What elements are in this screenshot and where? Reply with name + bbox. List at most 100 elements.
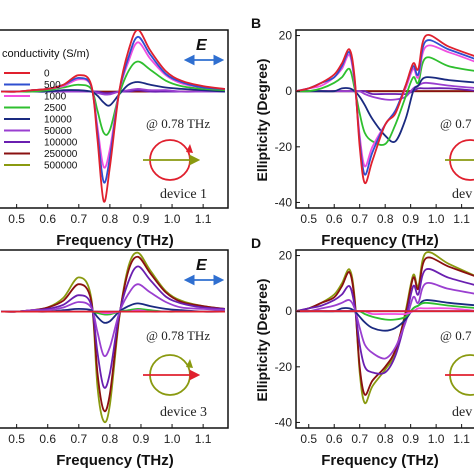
series-layer (296, 251, 474, 405)
series-line-50000 (296, 282, 474, 360)
x-axis-label: Frequency (THz) (56, 232, 174, 249)
x-ticks: 0.5 0.6 0.7 0.8 0.9 1.0 1.1 (300, 204, 470, 226)
x-tick-label: 0.5 (300, 212, 317, 226)
series-line-10000 (296, 76, 474, 143)
frequency-annotation: @ 0.78 THz (146, 328, 210, 343)
y-axis-label: Ellipticity (Degree) (254, 59, 270, 182)
plot-frame (295, 249, 474, 429)
x-tick-label: 1.1 (195, 212, 212, 226)
x-tick-label: 0.9 (402, 212, 419, 226)
series-line-2500 (296, 56, 474, 146)
polarization-icon (445, 354, 474, 396)
x-tick-label: 0.6 (326, 432, 343, 446)
y-tick-label: -20 (275, 140, 293, 154)
legend-label: 50000 (44, 126, 72, 137)
y-tick-label: 20 (279, 29, 293, 43)
device-label: dev (452, 405, 472, 420)
x-tick-label: 1.0 (164, 212, 181, 226)
y-tick-label: -40 (275, 415, 293, 429)
frequency-annotation: @ 0.7 (440, 328, 472, 343)
x-tick-label: 0.7 (351, 212, 368, 226)
x-tick-label: 0.5 (8, 212, 25, 226)
series-line-500 (296, 39, 474, 176)
x-tick-label: 1.0 (428, 432, 445, 446)
polarization-icon (143, 139, 201, 181)
panel-c: 0.5 0.6 0.7 0.8 0.9 1.0 1.1 Frequency (THz) E … (0, 249, 229, 469)
x-axis-label: Frequency (THz) (56, 452, 174, 469)
y-ticks: 20 0 -20 -40 (275, 249, 300, 429)
x-axis-label: Frequency (THz) (321, 452, 439, 469)
x-tick-label: 0.7 (70, 212, 87, 226)
x-tick-label: 0.8 (377, 212, 394, 226)
x-tick-label: 0.6 (326, 212, 343, 226)
x-tick-label: 0.5 (8, 432, 25, 446)
x-tick-label: 0.7 (70, 432, 87, 446)
series-line-10000 (1, 81, 225, 107)
x-tick-label: 0.7 (351, 432, 368, 446)
x-tick-label: 0.6 (39, 432, 56, 446)
y-tick-label: 20 (279, 249, 293, 263)
legend: conductivity (S/m) 050010002500100005000… (2, 48, 89, 172)
panel-b: B 0.5 0.6 0.7 0.8 0.9 1.0 1.1 20 0 -20 -40 Freque… (251, 15, 474, 249)
field-label: E (196, 257, 208, 274)
series-line-0 (1, 30, 226, 203)
device-label: dev (452, 187, 472, 202)
frequency-annotation: @ 0.78 THz (146, 116, 210, 131)
x-tick-label: 0.8 (102, 432, 119, 446)
x-axis-label: Frequency (THz) (321, 232, 439, 249)
x-tick-label: 1.0 (164, 432, 181, 446)
x-tick-label: 0.8 (377, 432, 394, 446)
y-tick-label: -20 (275, 360, 293, 374)
x-tick-label: 1.1 (453, 212, 470, 226)
x-tick-label: 0.6 (39, 212, 56, 226)
series-line-250000 (296, 256, 474, 396)
legend-label: 0 (44, 69, 50, 80)
panel-a: 0.5 0.6 0.7 0.8 0.9 1.0 1.1 Frequency (THz) co… (0, 29, 229, 249)
x-tick-label: 1.0 (428, 212, 445, 226)
x-tick-label: 1.1 (453, 432, 470, 446)
series-line-0 (296, 33, 474, 185)
legend-label: 250000 (44, 149, 78, 160)
series-line-2500 (1, 60, 225, 136)
frequency-annotation: @ 0.7 (440, 116, 472, 131)
x-ticks: 0.5 0.6 0.7 0.8 0.9 1.0 1.1 (8, 424, 212, 446)
series-layer (296, 33, 474, 185)
y-tick-label: -40 (275, 195, 293, 209)
y-tick-label: 0 (285, 304, 292, 318)
series-line-100000 (1, 265, 225, 389)
polarization-icon (445, 139, 474, 181)
x-tick-label: 0.9 (133, 212, 150, 226)
y-ticks: 20 0 -20 -40 (275, 29, 300, 209)
series-layer (1, 30, 226, 203)
panel-d: D 0.5 0.6 0.7 0.8 0.9 1.0 1.1 20 0 -20 -40 Freque… (251, 235, 474, 469)
x-tick-label: 0.9 (133, 432, 150, 446)
device-label: device 1 (160, 187, 207, 202)
legend-label: 500000 (44, 161, 78, 172)
legend-label: 2500 (44, 103, 67, 114)
x-tick-label: 1.1 (195, 432, 212, 446)
series-line-250000 (1, 255, 226, 413)
series-layer (1, 251, 226, 424)
y-tick-label: 0 (285, 84, 292, 98)
legend-title: conductivity (S/m) (2, 48, 89, 60)
field-label: E (196, 37, 208, 54)
series-line-1000 (296, 44, 474, 168)
legend-label: 500 (44, 80, 61, 91)
series-line-100000 (296, 268, 474, 375)
panel-letter: B (251, 15, 261, 31)
plot-frame (295, 29, 474, 209)
x-ticks: 0.5 0.6 0.7 0.8 0.9 1.0 1.1 (8, 204, 212, 226)
plot-frame (0, 29, 229, 209)
series-line-50000 (1, 283, 225, 358)
device-label: device 3 (160, 405, 207, 420)
legend-label: 1000 (44, 92, 67, 103)
polarization-icon (143, 354, 201, 396)
panel-letter: D (251, 235, 261, 251)
legend-label: 10000 (44, 115, 72, 126)
x-tick-label: 0.8 (102, 212, 119, 226)
x-ticks: 0.5 0.6 0.7 0.8 0.9 1.0 1.1 (300, 424, 470, 446)
x-tick-label: 0.9 (402, 432, 419, 446)
x-tick-label: 0.5 (300, 432, 317, 446)
